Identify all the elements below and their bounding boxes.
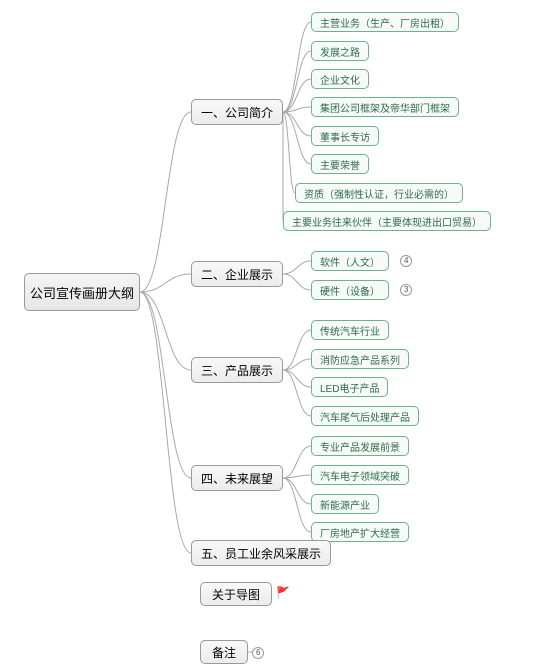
leaf-s4-3[interactable]: 厂房地产扩大经营 [311,522,409,542]
root-node[interactable]: 公司宣传画册大纲 [24,273,140,311]
leaf-s3-3[interactable]: 汽车尾气后处理产品 [311,406,419,426]
extra-node-0[interactable]: 关于导图 [200,582,272,606]
leaf-s1-0[interactable]: 主营业务（生产、厂房出租） [311,12,459,32]
section-node-1[interactable]: 一、公司简介 [191,99,283,125]
leaf-s1-2[interactable]: 企业文化 [311,69,369,89]
leaf-s1-4[interactable]: 董事长专访 [311,126,379,146]
section-node-5[interactable]: 五、员工业余风采展示 [191,540,331,566]
badge-s2-0: 4 [400,255,412,267]
leaf-s4-0[interactable]: 专业产品发展前景 [311,436,409,456]
section-node-4[interactable]: 四、未来展望 [191,465,283,491]
section-node-3[interactable]: 三、产品展示 [191,357,283,383]
leaf-s3-1[interactable]: 消防应急产品系列 [311,349,409,369]
leaf-s4-2[interactable]: 新能源产业 [311,494,379,514]
leaf-s3-0[interactable]: 传统汽车行业 [311,320,389,340]
leaf-s1-7[interactable]: 主要业务往来伙伴（主要体现进出口贸易） [283,211,491,231]
leaf-s1-6[interactable]: 资质（强制性认证，行业必需的） [295,183,463,203]
badge-s2-1: 3 [400,284,412,296]
leaf-s2-1[interactable]: 硬件（设备） [311,280,389,300]
extra-badge-1: 6 [252,647,264,659]
extra-node-1[interactable]: 备注 [200,640,248,664]
leaf-s2-0[interactable]: 软件（人文） [311,251,389,271]
leaf-s4-1[interactable]: 汽车电子领域突破 [311,465,409,485]
leaf-s1-1[interactable]: 发展之路 [311,41,369,61]
leaf-s1-3[interactable]: 集团公司框架及帝华部门框架 [311,97,459,117]
flag-icon: 🚩 [276,586,290,599]
leaf-s3-2[interactable]: LED电子产品 [311,377,388,397]
section-node-2[interactable]: 二、企业展示 [191,261,283,287]
leaf-s1-5[interactable]: 主要荣誉 [311,154,369,174]
